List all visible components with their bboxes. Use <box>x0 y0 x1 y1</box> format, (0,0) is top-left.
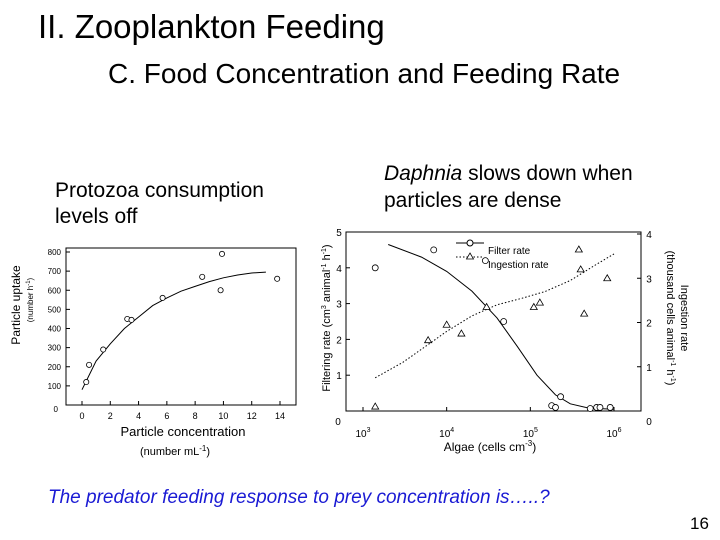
right-left-y-tick-label: 3 <box>336 300 342 311</box>
right-x-tick-label: 105 <box>523 427 538 440</box>
right-right-y-tick-label: 2 <box>646 319 652 330</box>
left-data-point <box>83 379 90 386</box>
left-data-point <box>100 346 107 353</box>
filter-rate-point <box>552 404 559 411</box>
left-data-point <box>159 294 166 301</box>
left-x-tick-label: 0 <box>79 411 84 421</box>
left-x-tick-labels: 0 2 4 6 8 10 12 14 <box>79 401 285 421</box>
right-right-y-axis-units: (thousand cells animal-1 h-1) <box>664 251 676 386</box>
left-data-point <box>199 273 206 280</box>
right-left-y-tick-label: 2 <box>336 335 342 346</box>
filter-rate-point <box>500 318 508 325</box>
left-x-tick-label: 8 <box>193 411 198 421</box>
left-y-tick-label: 800 <box>48 248 62 257</box>
right-chart-legend: Filter rate Ingestion rate <box>456 239 549 271</box>
left-x-tick-label: 4 <box>136 411 141 421</box>
protozoa-uptake-chart: 0 100 200 300 400 500 600 700 800 0 2 4 6 8 10 12 14 Pa… <box>9 247 297 458</box>
left-plot-frame <box>65 247 297 406</box>
right-x-tick-label: 106 <box>606 427 621 440</box>
right-right-y-tick-label: 3 <box>646 274 652 285</box>
slide-subtitle: C. Food Concentration and Feeding Rate <box>108 58 621 89</box>
question-text: The predator feeding response to prey co… <box>48 487 550 508</box>
right-plot-frame <box>345 231 642 412</box>
left-x-tick-label: 12 <box>247 411 257 421</box>
ingestion-rate-point <box>579 309 589 317</box>
left-data-point <box>128 316 135 323</box>
left-y-tick-label: 500 <box>48 305 62 314</box>
right-right-y-tick-label: 4 <box>646 230 652 241</box>
legend-ingestion-marker <box>465 252 475 260</box>
left-x-tick-label: 14 <box>275 411 285 421</box>
page-number: 16 <box>690 514 709 533</box>
filter-rate-point <box>430 246 438 254</box>
ingestion-rate-point <box>576 265 585 273</box>
right-left-y-tick-label: 5 <box>336 228 342 239</box>
left-y-tick-label: 200 <box>48 363 62 372</box>
filter-rate-curve <box>388 244 615 410</box>
ingestion-rate-point <box>371 402 380 410</box>
ingestion-rate-point <box>603 273 612 282</box>
ingestion-rate-point <box>442 320 451 328</box>
left-y-tick-label: 100 <box>48 382 62 391</box>
left-x-tick-label: 6 <box>164 411 169 421</box>
left-x-tick-label: 2 <box>108 411 113 421</box>
left-y-tick-label: 700 <box>48 267 62 276</box>
ingestion-rate-point <box>535 298 545 306</box>
filter-rate-point <box>557 393 564 401</box>
left-y-tick-labels: 0 100 200 300 400 500 600 700 800 <box>48 248 70 414</box>
right-left-y-tick-label: 0 <box>335 417 341 428</box>
left-y-tick-label: 0 <box>54 405 59 414</box>
left-x-axis-label: Particle concentration <box>120 424 245 439</box>
left-data-points <box>83 250 281 386</box>
caption-species-name: Daphnia <box>384 162 463 185</box>
left-y-tick-label: 600 <box>48 286 62 295</box>
right-right-y-axis-label: Ingestion rate <box>678 285 690 352</box>
legend-filter-label: Filter rate <box>488 246 531 257</box>
ingestion-rate-point <box>574 245 584 253</box>
right-left-y-tick-labels: 0 1 2 3 4 5 <box>335 228 350 428</box>
left-y-tick-label: 400 <box>48 325 62 334</box>
ingestion-rate-point <box>457 329 466 337</box>
right-chart-caption: Daphnia slows down when particles are de… <box>384 160 633 214</box>
ingestion-rate-points <box>371 245 612 410</box>
left-fit-curve <box>81 271 266 390</box>
ingestion-rate-point <box>529 302 538 310</box>
right-left-y-tick-label: 4 <box>336 264 342 275</box>
filter-rate-point <box>596 404 604 411</box>
right-left-y-axis-label: Filtering rate (cm3 animal-1 h-1) <box>321 244 333 391</box>
filter-rate-point <box>371 264 379 272</box>
left-data-point <box>274 275 281 282</box>
left-x-tick-label: 10 <box>218 411 228 421</box>
right-right-y-tick-label: 0 <box>646 417 652 428</box>
filter-rate-points <box>371 246 614 412</box>
left-data-point <box>217 287 224 294</box>
left-data-point <box>86 361 93 368</box>
left-data-point <box>219 250 226 257</box>
left-y-axis-label: Particle uptake <box>9 265 23 345</box>
right-x-tick-label: 103 <box>355 427 370 440</box>
right-left-y-tick-label: 1 <box>336 371 342 382</box>
ingestion-rate-point <box>423 335 433 344</box>
legend-ingestion-label: Ingestion rate <box>488 260 549 271</box>
right-x-axis-label: Algae (cells cm-3) <box>444 439 536 454</box>
slide-title: II. Zooplankton Feeding <box>38 8 385 45</box>
caption-line-2: particles are dense <box>384 189 562 212</box>
filter-rate-point <box>481 257 489 265</box>
caption-line-1: slows down when <box>462 162 633 185</box>
daphnia-filtering-chart: 0 1 2 3 4 5 0 1 2 3 4 103 104 105 106 Filter rate In… <box>321 228 690 454</box>
filter-rate-point <box>586 405 594 412</box>
right-right-y-tick-labels: 0 1 2 3 4 <box>637 230 652 428</box>
left-chart-caption: Protozoa consumption levels off <box>55 179 264 228</box>
left-y-axis-units: (number h-1) <box>26 277 35 322</box>
left-y-tick-label: 300 <box>48 344 62 353</box>
ingestion-rate-point <box>482 302 491 310</box>
left-x-axis-units: (number mL-1) <box>140 444 210 458</box>
right-x-tick-label: 104 <box>439 427 454 440</box>
right-right-y-tick-label: 1 <box>646 363 652 374</box>
legend-filter-marker <box>466 239 474 247</box>
filter-rate-point <box>606 404 614 411</box>
right-x-tick-labels: 103 104 105 106 <box>355 407 622 440</box>
